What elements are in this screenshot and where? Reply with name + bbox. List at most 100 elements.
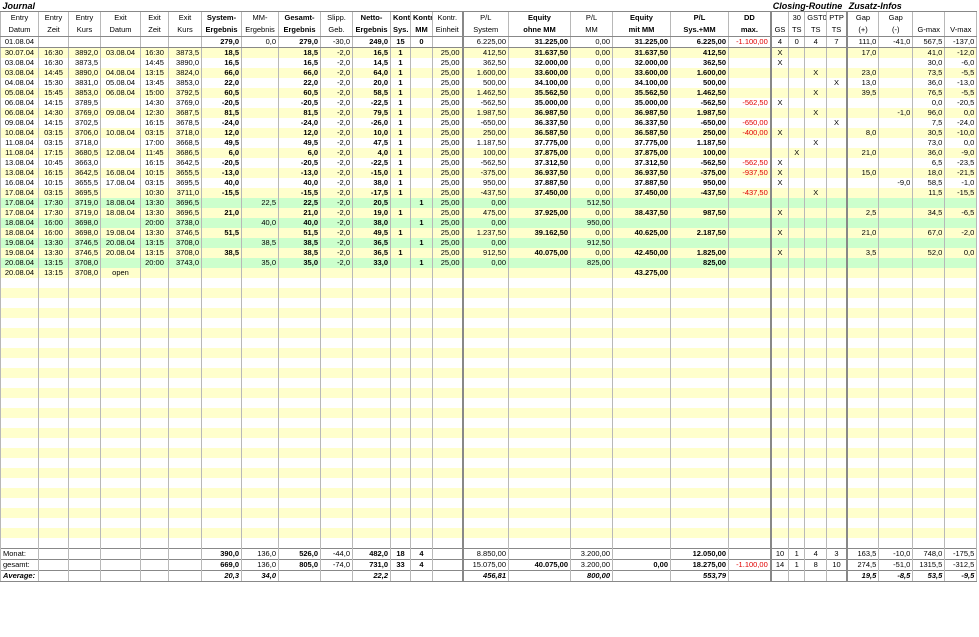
empty-cell (508, 318, 571, 328)
cell: 13:30 (38, 238, 69, 248)
empty-cell (769, 318, 790, 328)
empty-cell (410, 318, 433, 328)
empty-cell (727, 298, 772, 308)
empty-cell (826, 448, 848, 458)
column-header: ohne MM (508, 24, 571, 37)
empty-cell (912, 278, 946, 288)
cell: 0,00 (570, 58, 613, 68)
cell (432, 268, 463, 278)
empty-cell (508, 378, 571, 388)
cell: 20,5 (352, 198, 391, 208)
empty-cell (38, 328, 69, 338)
empty-cell (201, 338, 242, 348)
empty-cell (352, 508, 391, 518)
cell: 16:15 (140, 118, 169, 128)
empty-cell (38, 498, 69, 508)
column-header: (-) (878, 24, 914, 37)
trade-row: 03.08.04 14:45 3890,0 04.08.04 13:15 3824,0 66… (0, 68, 978, 78)
cell (826, 68, 848, 78)
empty-cell (508, 368, 571, 378)
cell: 1 (390, 248, 411, 258)
empty-cell (352, 308, 391, 318)
cell: 36.587,50 (612, 128, 671, 138)
cell: 0,00 (461, 198, 509, 208)
cell: 1.187,50 (461, 138, 509, 148)
cell: -2,0 (320, 258, 353, 268)
cell: 31.637,50 (612, 47, 671, 58)
empty-row (0, 518, 978, 528)
empty-cell (804, 528, 828, 538)
empty-cell (508, 428, 571, 438)
cell: 37.887,50 (508, 178, 571, 188)
cell (432, 559, 463, 571)
empty-cell (432, 468, 463, 478)
cell (68, 570, 101, 582)
empty-cell (570, 358, 613, 368)
empty-cell (241, 368, 279, 378)
trade-row: 19.08.04 13:30 3746,5 20.08.04 13:15 3708,0 38… (0, 248, 978, 258)
cell: -1,0 (944, 178, 978, 188)
cell: 1 (390, 208, 411, 218)
cell: 18.275,00 (670, 559, 729, 571)
empty-cell (769, 478, 790, 488)
cell: open (100, 268, 141, 278)
cell (278, 570, 321, 582)
empty-cell (432, 378, 463, 388)
cell: 1 (390, 168, 411, 178)
empty-cell (826, 348, 848, 358)
empty-cell (410, 308, 433, 318)
cell (788, 268, 806, 278)
cell (826, 138, 848, 148)
empty-cell (461, 278, 509, 288)
empty-cell (390, 508, 411, 518)
cell (727, 108, 772, 118)
empty-cell (769, 358, 790, 368)
empty-cell (788, 538, 806, 549)
empty-cell (100, 368, 141, 378)
cell (878, 158, 914, 168)
cell: 13.08.04 (0, 158, 39, 168)
empty-cell (508, 388, 571, 398)
cell (804, 248, 828, 258)
empty-cell (570, 478, 613, 488)
cell: 1 (390, 108, 411, 118)
empty-cell (168, 378, 202, 388)
cell (788, 68, 806, 78)
header-row: Datum Zeit Kurs Datum Zeit Kurs Ergebnis Ergebn… (0, 24, 978, 37)
cell: 40.075,00 (508, 248, 571, 258)
cell: -15,5 (944, 188, 978, 198)
cell: -8,5 (878, 570, 914, 582)
empty-cell (804, 458, 828, 468)
empty-cell (390, 368, 411, 378)
cell: 33,0 (352, 258, 391, 268)
cell: 8.850,00 (461, 548, 509, 560)
cell: 1 (410, 198, 433, 208)
empty-cell (878, 428, 914, 438)
column-header: Kurs (68, 24, 101, 37)
cell: 3,5 (845, 248, 880, 258)
empty-cell (804, 478, 828, 488)
cell (878, 198, 914, 208)
cell: 25,00 (432, 228, 463, 238)
cell: 0,00 (570, 168, 613, 178)
cell: 1 (390, 118, 411, 128)
cell: 05.08.04 (100, 78, 141, 88)
empty-cell (278, 518, 321, 528)
cell: 31.637,50 (508, 47, 571, 58)
empty-cell (201, 398, 242, 408)
empty-cell (912, 388, 946, 398)
empty-row (0, 388, 978, 398)
empty-cell (100, 478, 141, 488)
empty-cell (201, 348, 242, 358)
cell (38, 570, 69, 582)
cell: -437,50 (461, 188, 509, 198)
empty-cell (769, 348, 790, 358)
empty-cell (0, 458, 39, 468)
empty-cell (140, 488, 169, 498)
empty-cell (461, 518, 509, 528)
empty-cell (0, 508, 39, 518)
cell: -562,50 (727, 98, 772, 108)
cell (241, 138, 279, 148)
empty-cell (878, 488, 914, 498)
cell: 3824,0 (168, 68, 202, 78)
